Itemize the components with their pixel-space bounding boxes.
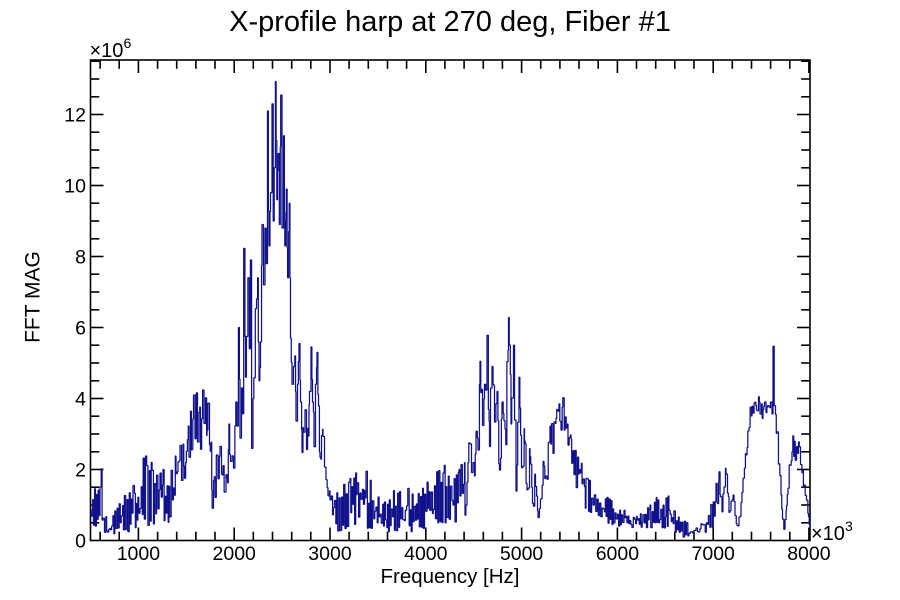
svg-text:×10: ×10 (90, 40, 124, 62)
svg-text:6000: 6000 (596, 543, 640, 565)
svg-text:X-profile harp at 270 deg, Fib: X-profile harp at 270 deg, Fiber #1 (229, 6, 671, 38)
svg-text:2: 2 (75, 460, 86, 482)
svg-text:8: 8 (75, 247, 86, 269)
svg-text:5000: 5000 (500, 543, 544, 565)
svg-text:3000: 3000 (308, 543, 352, 565)
svg-text:8000: 8000 (787, 543, 831, 565)
svg-text:0: 0 (75, 531, 86, 553)
svg-text:4000: 4000 (404, 543, 448, 565)
svg-text:10: 10 (64, 176, 86, 198)
svg-text:6: 6 (75, 318, 86, 340)
svg-text:4: 4 (75, 389, 86, 411)
svg-text:2000: 2000 (213, 543, 257, 565)
svg-text:7000: 7000 (692, 543, 736, 565)
svg-text:12: 12 (64, 105, 86, 127)
svg-text:6: 6 (124, 35, 132, 51)
svg-text:FFT MAG: FFT MAG (22, 251, 45, 343)
svg-text:1000: 1000 (117, 543, 161, 565)
svg-text:3: 3 (845, 518, 853, 534)
svg-text:×10: ×10 (811, 523, 845, 545)
svg-text:Frequency [Hz]: Frequency [Hz] (381, 565, 520, 588)
